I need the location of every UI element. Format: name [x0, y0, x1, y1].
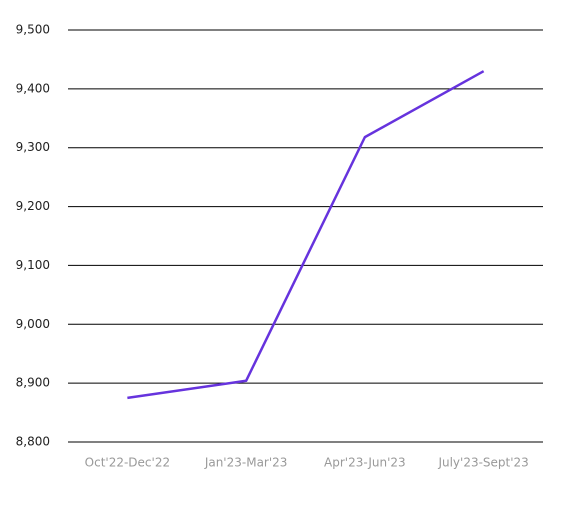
data-line [127, 70, 485, 400]
y-tick-label: 9,200 [16, 199, 50, 213]
x-tick-label: Apr'23-Jun'23 [324, 456, 406, 470]
y-tick-label: 9,100 [16, 258, 50, 272]
y-tick-label: 9,000 [16, 317, 50, 331]
y-tick-label: 9,500 [16, 23, 50, 37]
y-tick-label: 9,400 [16, 81, 50, 95]
x-tick-label: Oct'22-Dec'22 [85, 456, 170, 470]
y-tick-label: 8,900 [16, 376, 50, 390]
x-tick-label: Jan'23-Mar'23 [204, 456, 288, 470]
y-tick-label: 9,300 [16, 140, 50, 154]
x-tick-label: July'23-Sept'23 [437, 456, 528, 470]
y-tick-label: 8,800 [16, 435, 50, 449]
